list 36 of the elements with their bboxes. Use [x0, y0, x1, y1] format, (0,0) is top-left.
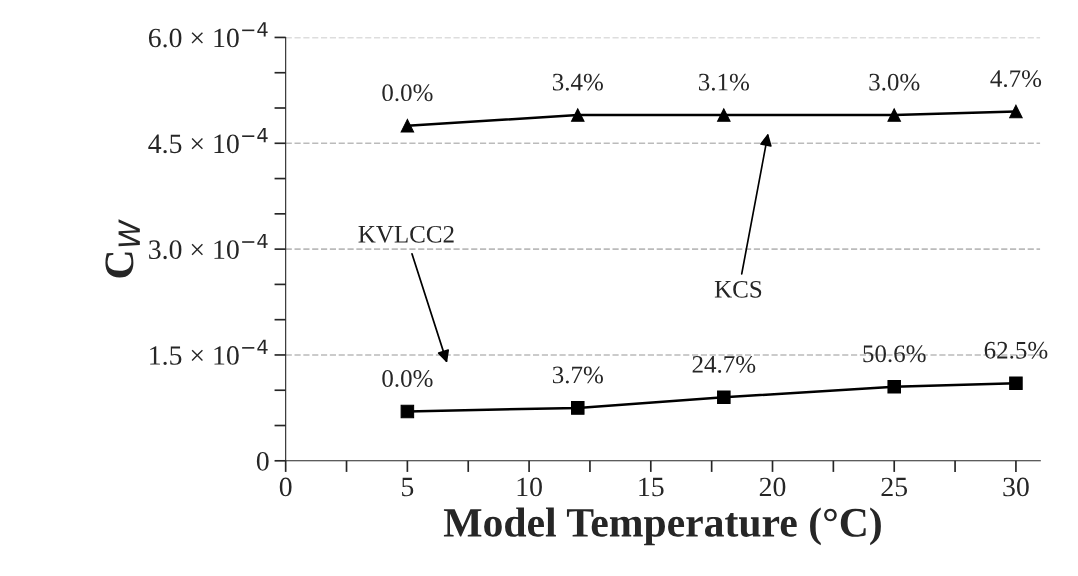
point: [717, 390, 731, 405]
point: [887, 379, 901, 394]
x-tick-label: 25: [881, 477, 908, 497]
x-tick-label: 5: [402, 477, 414, 497]
x-tick-label: 0: [279, 477, 292, 497]
y-tick-label: 6.0 × 10$^{−4}$: [148, 22, 268, 48]
point: [400, 404, 415, 419]
point: [400, 118, 415, 133]
annotation: 4.7%: [990, 70, 1042, 88]
annotation: 0.0%: [382, 370, 433, 387]
y-tick-label: 0: [256, 451, 269, 471]
point: [571, 108, 585, 122]
x-tick-label: 15: [639, 477, 664, 497]
y-tick-label: 1.5 × 10$^{−4}$: [150, 339, 268, 365]
x-tick-label: 10: [517, 477, 542, 497]
y-tick-label: 3.0 × 10$^{−4}$: [149, 233, 268, 260]
x-axis-title: Model Temperature (°C): [443, 507, 881, 546]
annotation: 3.1%: [698, 73, 750, 91]
point: [571, 401, 585, 415]
annotation: 50.6%: [863, 345, 926, 363]
annotation: 3.7%: [552, 366, 603, 384]
annotation: 24.7%: [692, 355, 756, 373]
x-tick-label: 20: [759, 477, 786, 497]
y-tick-label: 4.5 × 10$^{−4}$: [148, 128, 268, 154]
y-axis-title: C$_{W}$: [105, 219, 140, 278]
annotation: 3.0%: [869, 73, 920, 91]
point: [1009, 376, 1023, 390]
point: [717, 108, 731, 122]
x-tick-label: 30: [1003, 477, 1029, 497]
annotation: 62.5%: [984, 341, 1048, 359]
annotation: KCS: [714, 280, 762, 298]
point: [887, 108, 901, 122]
point: [1009, 104, 1023, 119]
annotation: KVLCC2: [358, 225, 454, 243]
annotation: 3.4%: [552, 73, 603, 91]
annotation: 0.0%: [382, 84, 433, 102]
